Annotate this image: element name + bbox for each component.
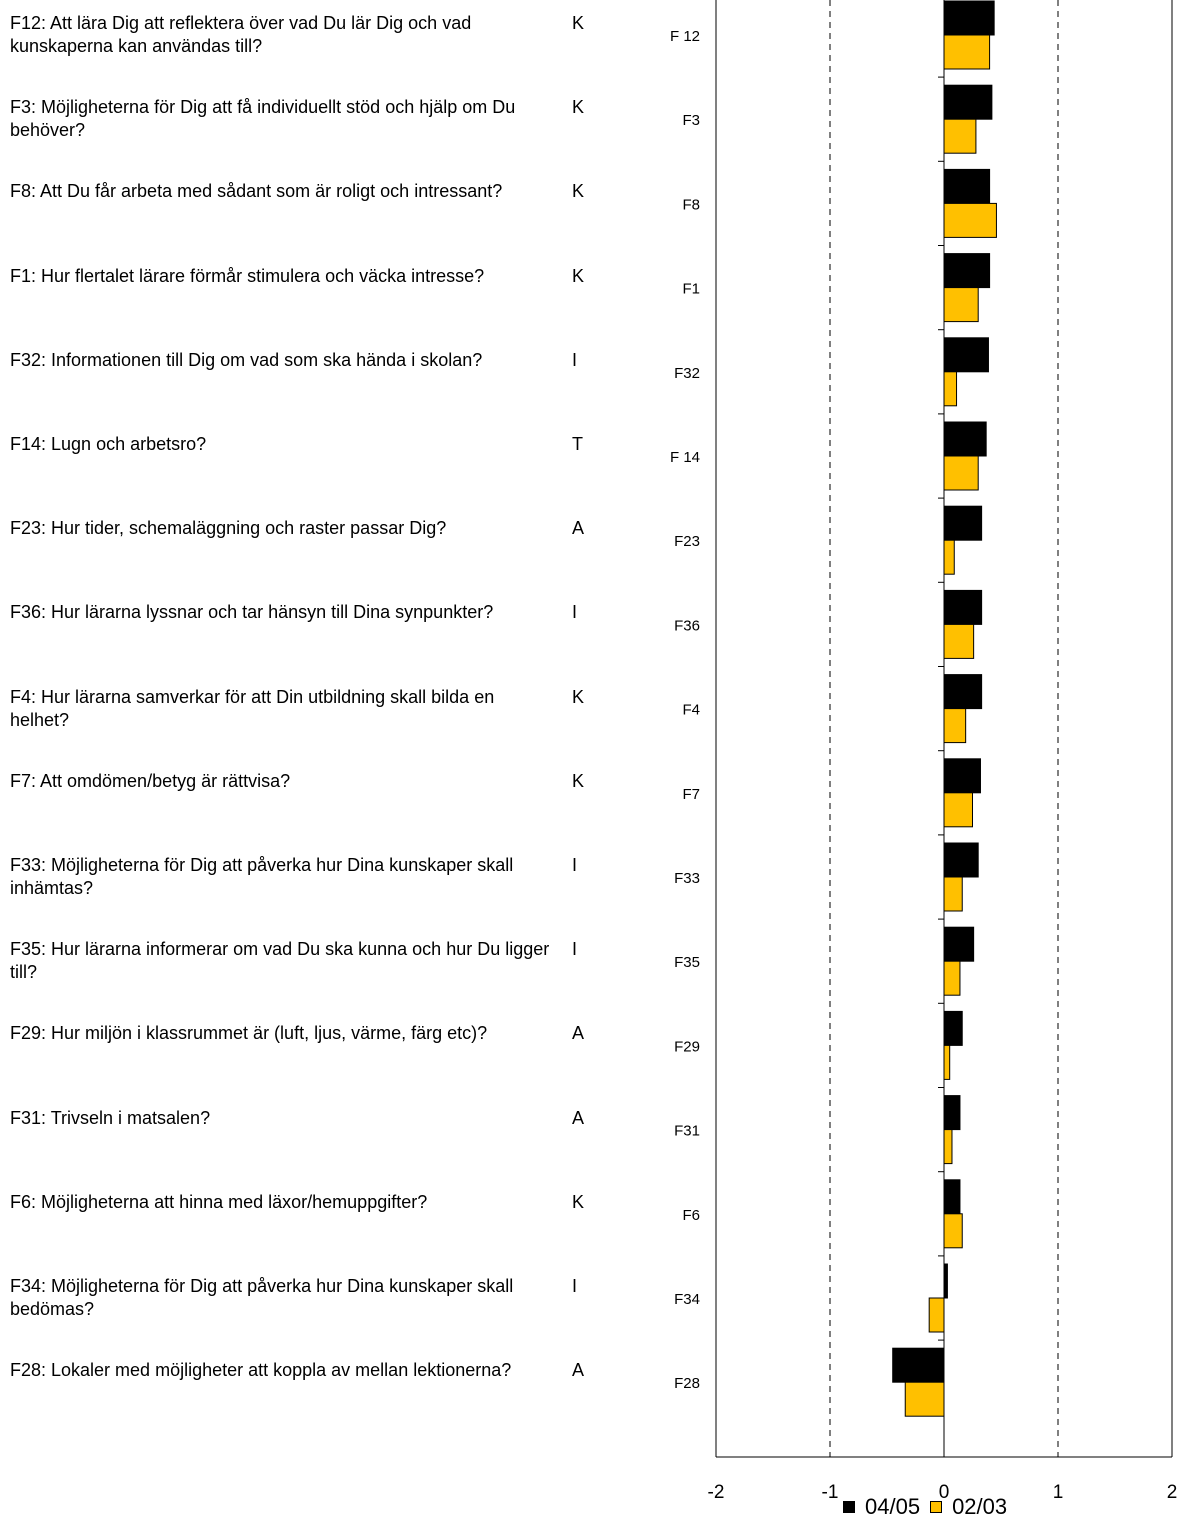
bar-0405-F28 xyxy=(892,1347,945,1383)
question-list: F12: Att lära Dig att reflektera över va… xyxy=(10,13,585,1381)
legend-swatch-0405 xyxy=(843,1501,855,1513)
question-category-code: I xyxy=(572,349,578,370)
question-text: F33: Möjligheterna för Dig att påverka h… xyxy=(10,855,514,898)
question-text: F14: Lugn och arbetsro? xyxy=(10,434,207,454)
question-text: F6: Möjligheterna att hinna med läxor/he… xyxy=(10,1191,428,1212)
y-axis-label-F34: F34 xyxy=(674,1291,700,1308)
question-category-code: A xyxy=(572,1107,585,1128)
x-tick-label: 2 xyxy=(1167,1482,1178,1503)
bar-0203-F32 xyxy=(943,371,958,407)
bar-0405-F14 xyxy=(943,421,987,457)
y-axis-label-F6: F6 xyxy=(682,1207,700,1224)
question-category-code: T xyxy=(572,434,583,454)
bar-0405-F8 xyxy=(943,168,991,204)
bar-0203-F12 xyxy=(943,34,991,70)
bar-0405-F36 xyxy=(943,589,983,625)
question-text: F4: Hur lärarna samverkar för att Din ut… xyxy=(10,686,495,730)
x-tick-label: -2 xyxy=(708,1482,725,1503)
x-tick-label: 0 xyxy=(939,1482,950,1503)
bar-0203-F29 xyxy=(943,1044,951,1080)
y-axis-label-F7: F7 xyxy=(682,786,700,803)
question-text: F1: Hur flertalet lärare förmår stimuler… xyxy=(10,265,485,286)
bar-0405-F7 xyxy=(943,758,981,794)
bar-0405-F29 xyxy=(943,1010,963,1046)
question-text: F28: Lokaler med möjligheter att koppla … xyxy=(10,1360,512,1381)
y-axis-label-F8: F8 xyxy=(682,196,700,213)
question-text: F35: Hur lärarna informerar om vad Du sk… xyxy=(10,939,550,983)
legend-swatch-0203 xyxy=(930,1501,943,1513)
legend-label-0405: 04/05 xyxy=(865,1494,921,1519)
bar-0203-F8 xyxy=(943,202,997,238)
question-text: F3: Möjligheterna för Dig att få individ… xyxy=(10,97,516,141)
bar-0203-F6 xyxy=(943,1213,963,1249)
bar-0203-F1 xyxy=(943,287,979,323)
legend: 04/05 02/03 xyxy=(843,1494,1007,1520)
y-axis-label-F29: F29 xyxy=(674,1038,700,1055)
bar-0405-F23 xyxy=(943,505,983,541)
bar-0203-F14 xyxy=(943,455,979,491)
y-axis-label-F36: F36 xyxy=(674,617,700,634)
question-text: F29: Hur miljön i klassrummet är (luft, … xyxy=(10,1023,488,1044)
legend-label-0203: 02/03 xyxy=(952,1494,1008,1519)
bar-0203-F33 xyxy=(943,876,963,912)
y-axis-label-F14: F 14 xyxy=(670,449,700,466)
y-axis-label-F31: F31 xyxy=(674,1123,700,1140)
question-category-code: A xyxy=(572,1023,585,1044)
question-category-code: K xyxy=(572,13,585,33)
question-category-code: K xyxy=(572,1191,585,1212)
bar-0405-F12 xyxy=(943,0,995,36)
question-category-code: I xyxy=(572,602,578,623)
bar-0405-F4 xyxy=(943,674,983,710)
y-axis-label-F4: F4 xyxy=(682,702,700,719)
bar-0405-F1 xyxy=(943,253,991,289)
bar-0405-F3 xyxy=(943,84,993,120)
question-category-code: K xyxy=(572,265,585,286)
bar-0203-F7 xyxy=(943,792,973,828)
question-text: F12: Att lära Dig att reflektera över va… xyxy=(10,13,472,56)
bar-0203-F36 xyxy=(943,623,975,659)
question-category-code: I xyxy=(572,1276,578,1296)
question-text: F7: Att omdömen/betyg är rättvisa? xyxy=(10,770,291,791)
y-axis-label-F32: F32 xyxy=(674,365,700,382)
y-axis-label-F35: F35 xyxy=(674,954,700,971)
question-text: F8: Att Du får arbeta med sådant som är … xyxy=(10,181,503,202)
y-axis-label-F12: F 12 xyxy=(670,28,700,45)
bar-0203-F4 xyxy=(943,708,967,744)
bar-0405-F32 xyxy=(943,337,989,373)
bar-0203-F3 xyxy=(943,118,977,154)
y-axis-label-F3: F3 xyxy=(682,112,700,129)
question-text: F34: Möjligheterna för Dig att påverka h… xyxy=(10,1276,514,1319)
bar-0405-F6 xyxy=(943,1179,961,1215)
y-axis-label-F33: F33 xyxy=(674,870,700,887)
bar-0203-F31 xyxy=(943,1129,953,1165)
question-category-code: K xyxy=(572,97,585,118)
bar-0405-F35 xyxy=(943,926,975,962)
question-text: F36: Hur lärarna lyssnar och tar hänsyn … xyxy=(10,602,494,623)
y-axis-label-F1: F1 xyxy=(682,281,700,298)
question-text: F23: Hur tider, schemaläggning och raste… xyxy=(10,518,447,539)
question-category-code: A xyxy=(572,1360,585,1381)
question-text: F32: Informationen till Dig om vad som s… xyxy=(10,349,483,370)
question-category-code: K xyxy=(572,770,585,791)
bar-0405-F31 xyxy=(943,1095,961,1131)
bar-0405-F33 xyxy=(943,842,979,878)
y-axis-label-F23: F23 xyxy=(674,533,700,550)
y-axis-label-F28: F28 xyxy=(674,1375,700,1392)
question-category-code: A xyxy=(572,518,585,539)
bar-0203-F23 xyxy=(943,539,955,575)
bar-0405-F34 xyxy=(943,1263,948,1299)
question-text: F31: Trivseln i matsalen? xyxy=(10,1107,211,1128)
bar-0203-F35 xyxy=(943,960,961,996)
x-tick-label: 1 xyxy=(1053,1482,1064,1503)
x-tick-label: -1 xyxy=(822,1482,839,1503)
question-category-code: K xyxy=(572,181,585,202)
question-category-code: I xyxy=(572,939,578,960)
bar-0203-F34 xyxy=(928,1297,945,1333)
bar-0203-F28 xyxy=(904,1381,945,1417)
question-category-code: I xyxy=(572,855,578,875)
question-category-code: K xyxy=(572,686,585,707)
